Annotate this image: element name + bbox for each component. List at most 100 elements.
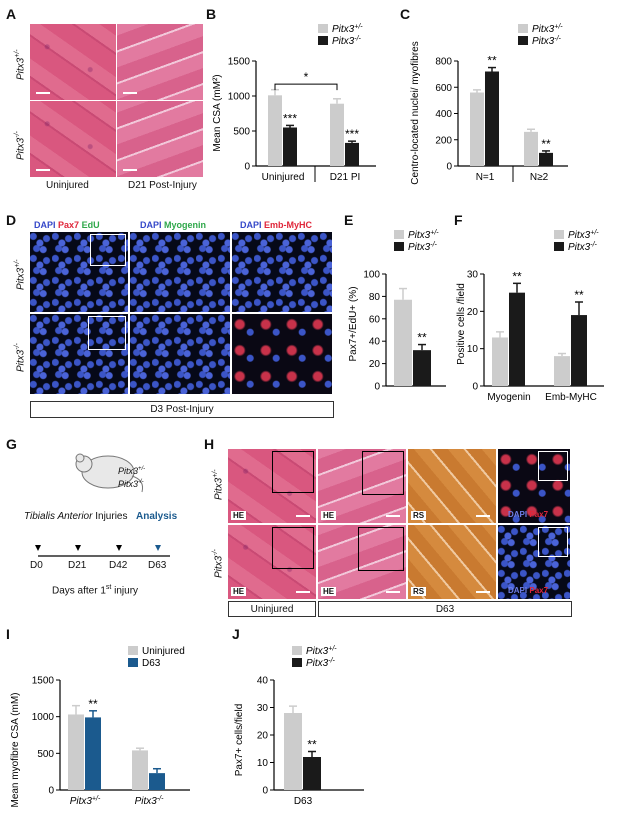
significance-label: ** (541, 137, 551, 151)
significance-label: * (304, 70, 309, 84)
y-tick-label: 20 (467, 307, 479, 318)
h-ko-uninjured-he: HE (228, 525, 316, 599)
legend-swatch (292, 646, 302, 655)
bar (303, 757, 321, 790)
y-axis-label: Pax7+/EdU+ (%) (348, 286, 359, 361)
chart-b: 0 500 1000 1500 Mean CSA (mM²) Uninjured D21 P… (212, 24, 376, 183)
y-tick-label: 0 (262, 786, 268, 797)
bar (149, 773, 165, 790)
d-ko-myogenin-image (130, 314, 230, 394)
x-tick-label: Uninjured (262, 172, 305, 183)
y-tick-label: 0 (472, 382, 478, 393)
h-stain-label-ko: DAPI Pax7 (508, 586, 549, 595)
bar (413, 350, 431, 386)
bar (509, 292, 525, 386)
legend-label: Pitx3+/- (408, 230, 439, 242)
y-tick-label: 1000 (32, 712, 55, 723)
bar (345, 142, 359, 166)
panel-label-g: G (6, 436, 17, 452)
inset (538, 451, 568, 481)
bar (284, 713, 302, 790)
bar (539, 152, 553, 166)
significance-label: ** (307, 738, 317, 752)
g-analysis-label: Analysis (136, 511, 178, 522)
inset (272, 527, 314, 569)
bar (394, 299, 412, 386)
h-label: RS (411, 511, 427, 520)
x-tick-label: Pitx3+/- (70, 796, 101, 808)
d-ko-pax7-image (30, 314, 128, 394)
y-tick-label: 0 (244, 162, 250, 173)
significance-label: ** (487, 54, 497, 68)
chart-c: 0 200 400 600 800 Centro-located nuclei/ myof… (410, 24, 568, 185)
panel-label-c: C (400, 6, 411, 22)
h-label: HE (321, 587, 337, 596)
y-tick-label: 100 (363, 270, 380, 281)
legend-label: Pitx3-/- (408, 242, 438, 254)
x-tick-label: Myogenin (487, 392, 530, 403)
significance-label: ** (417, 331, 427, 345)
bar (330, 103, 344, 166)
x-tick-label: D63 (294, 796, 313, 807)
panel-label-h: H (204, 436, 215, 452)
y-tick-label: 30 (467, 270, 479, 281)
panel-label-a: A (6, 6, 17, 22)
y-tick-label: 30 (257, 703, 269, 714)
significance-label: ** (512, 269, 522, 283)
y-tick-label: 1500 (32, 676, 55, 687)
h-ko-d63-pax7 (498, 525, 570, 599)
significance-bracket (274, 83, 338, 91)
bar (68, 714, 84, 790)
h-label: RS (411, 587, 427, 596)
chart-e: 0 20 40 60 80 100 Pax7+/EdU+ (%) ** Pitx3+/-Pitx… (348, 230, 446, 393)
g-tick-d0: D0 (30, 560, 43, 571)
bar (492, 337, 508, 386)
g-tick-d63: D63 (148, 560, 167, 571)
legend-swatch (554, 230, 564, 239)
legend-label: Uninjured (142, 646, 185, 657)
bar (554, 356, 570, 386)
d-row-label-ko: Pitx3-/- (14, 343, 27, 372)
legend-swatch (394, 230, 404, 239)
h-label: HE (321, 511, 337, 520)
d-het-embmyhc-image (232, 232, 332, 312)
g-tick-d21: D21 (68, 560, 87, 571)
y-tick-label: 800 (435, 57, 452, 68)
y-tick-label: 10 (467, 344, 479, 355)
d-stain-label-3: DAPI Emb-MyHC (240, 220, 313, 230)
legend-label: Pitx3-/- (568, 242, 598, 254)
scale-bar (36, 169, 50, 171)
bar (268, 95, 282, 166)
bar (470, 92, 484, 166)
legend-swatch (292, 658, 302, 667)
legend-label: D63 (142, 658, 161, 669)
d-het-myogenin-image (130, 232, 230, 312)
significance-label: ** (88, 697, 98, 711)
g-tick-d42: D42 (109, 560, 128, 571)
g-xlabel: Days after 1st injury (52, 584, 139, 597)
timeline-markers (35, 545, 161, 551)
y-tick-label: 20 (369, 359, 381, 370)
bar (524, 131, 538, 166)
legend-label: Pitx3-/- (532, 36, 562, 48)
y-axis-label: Mean CSA (mM²) (212, 74, 223, 151)
scale-bar (123, 169, 137, 171)
g-timeline-svg (35, 453, 170, 557)
a-row-label-ko: Pitx3-/- (14, 131, 27, 160)
d-row-label-het: Pitx3+/- (14, 259, 27, 290)
legend-swatch (518, 24, 528, 33)
d-stain-label-1: DAPI Pax7 EdU (34, 220, 100, 230)
h-ko-d63-he: HE (318, 525, 406, 599)
legend-label: Pitx3+/- (306, 646, 337, 658)
y-tick-label: 500 (37, 749, 54, 760)
x-tick-label: Pitx3-/- (135, 796, 165, 808)
bar (283, 127, 297, 166)
inset (90, 234, 126, 266)
y-tick-label: 80 (369, 292, 381, 303)
d-footer-label: D3 Post-Injury (30, 401, 334, 418)
y-axis-label: Mean myofibre CSA (mM) (10, 692, 21, 807)
legend-label: Pitx3-/- (332, 36, 362, 48)
mouse-icon (75, 453, 143, 493)
legend-swatch (318, 36, 328, 45)
